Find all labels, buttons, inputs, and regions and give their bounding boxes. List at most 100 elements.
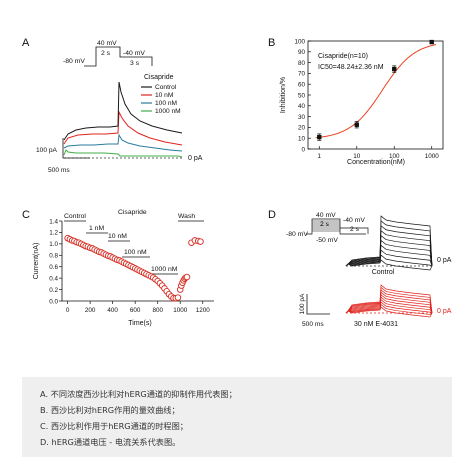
panel-b-fit-curve <box>315 44 437 139</box>
panel-c-label-control: Control <box>64 213 86 220</box>
current-trace <box>345 306 433 318</box>
panel-a-legend: Control 10 nM 100 nM 1000 nM <box>141 84 181 115</box>
panel-d-scale-bar <box>306 294 330 315</box>
x-tick-label: 200 <box>85 307 96 314</box>
panel-d-tail-duration: 2 s <box>350 226 360 233</box>
current-trace <box>345 284 433 314</box>
panel-c-letter: C <box>22 209 30 221</box>
panel-d-letter: D <box>268 209 276 221</box>
data-point <box>354 122 359 127</box>
y-tick-label: 1.0 <box>49 241 58 248</box>
panel-c-x-axis-label: Time(s) <box>128 320 151 327</box>
panel-d-scale-y-label: 100 pA <box>299 293 306 315</box>
x-tick-label: 1000 <box>425 153 440 160</box>
panel-a-zero-label: 0 pA <box>188 155 203 162</box>
panel-b-y-axis: 0 10 20 30 40 50 60 70 80 90 100 <box>294 38 311 153</box>
panel-d-top-voltage: 40 mV <box>316 212 336 219</box>
y-tick-label: 0.0 <box>49 298 58 305</box>
x-tick-label: 1200 <box>196 307 211 314</box>
panel-d: D 40 mV 2 s -40 mV 2 s -80 mV -50 mV 0 p… <box>268 209 452 328</box>
caption-line-c: C. 西沙比利作用于hERG通道的时程图； <box>40 421 188 431</box>
current-trace <box>345 244 433 267</box>
y-tick-label: 0 <box>301 146 305 153</box>
data-point <box>183 273 191 281</box>
panel-a-hold-label: -80 mV <box>63 58 85 65</box>
panel-b-x-axis-label: Concentration(nM) <box>347 159 405 166</box>
panel-c-axes <box>61 221 214 302</box>
y-tick-label: 0.8 <box>49 253 58 260</box>
panel-c-label-wash: Wash <box>178 213 195 220</box>
panel-d-drug-traces <box>345 284 433 318</box>
current-trace <box>345 234 433 267</box>
panel-d-zero-bottom-label: 0 pA <box>437 308 452 315</box>
current-trace <box>345 259 433 271</box>
data-point <box>197 238 204 245</box>
panel-c-label-10nm: 10 nM <box>108 233 127 240</box>
x-tick-label: 1 <box>318 153 322 160</box>
x-tick-label: 0 <box>66 307 70 314</box>
y-tick-label: 30 <box>298 114 306 121</box>
x-tick-label: 10 <box>353 153 361 160</box>
panel-a-step-duration: 2 s <box>101 50 111 57</box>
y-tick-label: 0.2 <box>49 287 58 294</box>
panel-d-step-duration: 2 s <box>320 221 330 228</box>
trace-a-1000nm <box>63 149 183 158</box>
panel-d-control-label: Control <box>372 269 395 276</box>
data-point <box>317 134 322 140</box>
panel-b-letter: B <box>268 37 275 49</box>
legend-label-control: Control <box>155 84 177 91</box>
y-tick-label: 20 <box>298 125 306 132</box>
y-tick-label: 40 <box>298 103 306 110</box>
panel-a-legend-title: Cisapride <box>144 74 174 81</box>
data-point <box>429 39 434 45</box>
y-tick-label: 100 <box>294 38 305 45</box>
data-point <box>174 294 182 301</box>
panel-d-protocol <box>306 218 369 235</box>
panel-b-annotation-ic50: IC50=48.24±2.36 nM <box>318 64 384 71</box>
panel-a-tail-label: -40 mV <box>123 50 145 57</box>
panel-d-bottom-voltage: -50 mV <box>316 237 338 244</box>
panel-a: A -80 mV 40 mV 2 s -40 mV 3 s Cisapride … <box>22 37 203 174</box>
panel-a-step-label: 40 mV <box>97 40 117 47</box>
x-tick-label: 1000 <box>173 307 188 314</box>
trace-a-100nm <box>63 133 183 152</box>
current-trace <box>345 254 433 267</box>
panel-b-annotation-n: Cisapride(n=10) <box>318 53 368 60</box>
trace-a-10nm <box>63 110 183 146</box>
panel-a-tail-duration: 3 s <box>130 60 140 67</box>
panel-b-y-axis-label: Inhibition/% <box>280 77 287 113</box>
y-tick-label: 60 <box>298 82 306 89</box>
y-tick-label: 1.4 <box>49 218 58 225</box>
caption-box <box>22 377 452 457</box>
panel-b-x-axis: 1 10 100 1000 <box>318 146 440 160</box>
panel-c: C 0.0 0.2 0.4 0.6 0.8 1.0 1.2 1.4 0 200 400 600 800… <box>22 209 214 327</box>
x-tick-label: 600 <box>130 307 141 314</box>
x-tick-label: 400 <box>107 307 118 314</box>
panel-d-control-traces <box>345 215 433 271</box>
panel-a-scale-bar <box>62 138 90 159</box>
panel-c-label-100nm: 100 nM <box>124 249 147 256</box>
y-tick-label: 50 <box>298 92 306 99</box>
panel-b-data-points <box>317 39 434 141</box>
panel-a-protocol-line <box>84 46 153 67</box>
caption-line-d: D. hERG通道电压 - 电流关系代表图。 <box>40 437 181 447</box>
y-tick-label: 0.4 <box>49 275 58 282</box>
trace-a-control <box>63 81 183 141</box>
panel-d-drug-label: 30 nM E-4031 <box>354 321 398 328</box>
panel-d-hold-voltage: -80 mV <box>286 231 308 238</box>
panel-d-tail-voltage: -40 mV <box>343 217 365 224</box>
panel-a-scale-y-label: 100 pA <box>36 147 58 154</box>
panel-a-scale-x-label: 500 ms <box>48 167 70 174</box>
x-tick-label: 800 <box>152 307 163 314</box>
y-tick-label: 0.6 <box>49 264 58 271</box>
legend-label-1000nm: 1000 nM <box>155 108 181 115</box>
current-trace <box>345 215 433 267</box>
panel-c-y-axis: 0.0 0.2 0.4 0.6 0.8 1.0 1.2 1.4 <box>49 218 62 305</box>
x-tick-label: 100 <box>389 153 400 160</box>
panel-d-scale-x-label: 500 ms <box>302 321 324 328</box>
panel-d-zero-top-label: 0 pA <box>437 257 452 264</box>
panel-c-label-drug: Cisapride <box>118 209 147 216</box>
y-tick-label: 70 <box>298 71 306 78</box>
